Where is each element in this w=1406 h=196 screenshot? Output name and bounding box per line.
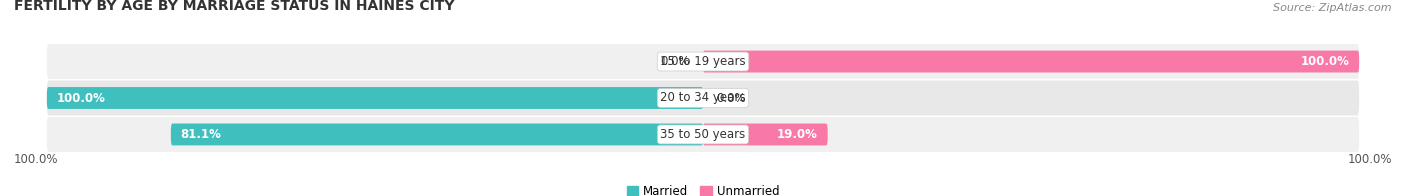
Text: 19.0%: 19.0%	[778, 128, 818, 141]
Legend: Married, Unmarried: Married, Unmarried	[621, 180, 785, 196]
FancyBboxPatch shape	[46, 87, 703, 109]
Text: 81.1%: 81.1%	[181, 128, 222, 141]
Text: 0.0%: 0.0%	[661, 55, 690, 68]
Text: 100.0%: 100.0%	[1347, 153, 1392, 166]
FancyBboxPatch shape	[46, 117, 1360, 152]
Text: 15 to 19 years: 15 to 19 years	[661, 55, 745, 68]
FancyBboxPatch shape	[703, 51, 1360, 73]
FancyBboxPatch shape	[703, 123, 828, 145]
FancyBboxPatch shape	[172, 123, 703, 145]
Text: Source: ZipAtlas.com: Source: ZipAtlas.com	[1274, 3, 1392, 13]
Text: 100.0%: 100.0%	[1301, 55, 1350, 68]
Text: 100.0%: 100.0%	[56, 92, 105, 104]
Text: 35 to 50 years: 35 to 50 years	[661, 128, 745, 141]
Text: 20 to 34 years: 20 to 34 years	[661, 92, 745, 104]
FancyBboxPatch shape	[46, 44, 1360, 79]
FancyBboxPatch shape	[46, 81, 1360, 115]
Text: 100.0%: 100.0%	[14, 153, 59, 166]
Text: FERTILITY BY AGE BY MARRIAGE STATUS IN HAINES CITY: FERTILITY BY AGE BY MARRIAGE STATUS IN H…	[14, 0, 454, 13]
Text: 0.0%: 0.0%	[716, 92, 745, 104]
